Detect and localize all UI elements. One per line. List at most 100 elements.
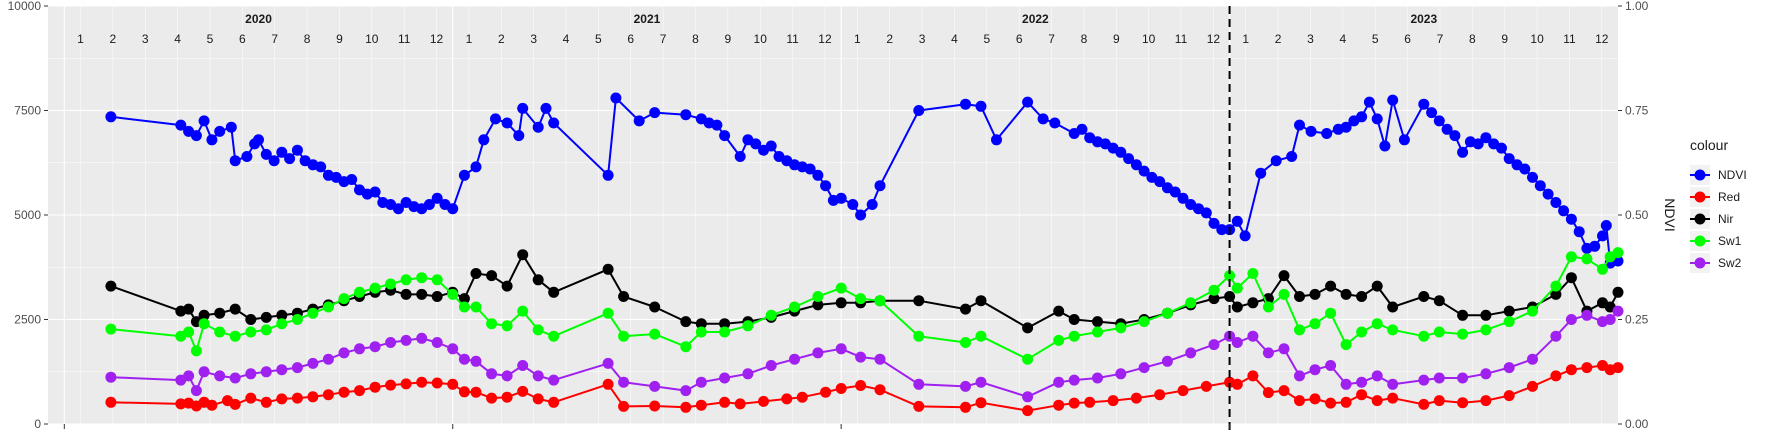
data-point-ndvi	[633, 115, 645, 127]
data-point-sw1	[1278, 288, 1290, 300]
data-point-sw1	[1527, 305, 1538, 317]
data-point-ndvi	[1154, 176, 1166, 188]
data-point-sw2	[695, 376, 707, 388]
data-point-sw2	[1612, 305, 1624, 317]
data-point-sw2	[354, 343, 365, 355]
data-point-nir	[431, 291, 443, 302]
data-point-red	[1503, 390, 1515, 402]
data-point-sw2	[517, 360, 529, 371]
data-point-sw2	[260, 366, 272, 378]
data-point-ndvi	[1472, 138, 1484, 150]
data-point-ndvi	[1600, 220, 1612, 231]
data-point-ndvi	[750, 138, 762, 150]
month-label: 9	[1113, 32, 1120, 46]
data-point-ndvi	[855, 209, 867, 221]
data-point-ndvi	[206, 134, 218, 146]
data-point-sw2	[369, 341, 381, 353]
data-point-ndvi	[190, 130, 202, 142]
data-point-ndvi	[1371, 113, 1383, 125]
data-point-nir	[719, 318, 731, 330]
data-point-sw1	[183, 326, 195, 338]
right-axis-tick-label: 1.00	[1625, 0, 1649, 13]
data-point-sw1	[960, 337, 971, 348]
data-point-red	[532, 393, 544, 405]
data-point-nir	[548, 286, 560, 298]
data-point-nir	[812, 299, 824, 311]
data-point-ndvi	[804, 163, 816, 175]
series-sw2	[105, 305, 1624, 403]
data-point-red	[1340, 396, 1352, 408]
data-point-red	[1154, 389, 1166, 401]
data-point-sw1	[260, 324, 272, 336]
data-point-sw2	[1604, 314, 1616, 325]
data-point-red	[913, 400, 925, 412]
data-point-ndvi	[253, 134, 264, 146]
data-point-sw2	[855, 351, 867, 363]
month-label: 7	[271, 32, 278, 46]
month-label: 7	[1048, 32, 1055, 46]
legend-key-point	[1694, 169, 1706, 181]
data-point-sw1	[1387, 324, 1399, 336]
data-point-nir	[1503, 305, 1515, 317]
data-point-nir	[680, 316, 692, 328]
data-point-sw1	[1340, 339, 1352, 351]
data-point-red	[400, 378, 412, 390]
data-point-red	[447, 378, 459, 390]
data-point-sw2	[1053, 376, 1065, 388]
data-point-sw2	[322, 353, 334, 365]
data-point-sw1	[1597, 263, 1608, 275]
data-point-sw1	[719, 326, 731, 338]
data-point-sw2	[719, 372, 731, 384]
data-point-sw1	[532, 324, 544, 336]
data-point-ndvi	[1115, 146, 1127, 158]
data-point-red	[820, 386, 832, 398]
data-point-ndvi	[268, 155, 280, 167]
data-point-red	[369, 381, 381, 393]
right-axis-tick-label: 0.50	[1625, 208, 1649, 222]
data-point-ndvi	[835, 192, 847, 204]
data-point-sw1	[874, 295, 886, 307]
data-point-sw2	[1278, 343, 1290, 355]
data-point-ndvi	[960, 98, 971, 110]
data-point-sw2	[486, 368, 498, 380]
data-point-sw2	[183, 370, 195, 382]
data-point-nir	[198, 309, 210, 321]
legend-title: colour	[1690, 137, 1728, 153]
month-label: 5	[1372, 32, 1379, 46]
data-point-red	[855, 380, 867, 391]
data-point-nir	[1433, 295, 1445, 307]
data-point-ndvi	[1022, 96, 1034, 108]
month-label: 6	[239, 32, 246, 46]
month-label: 9	[725, 32, 732, 46]
month-label: 7	[1437, 32, 1444, 46]
month-label: 8	[692, 32, 699, 46]
data-point-red	[322, 389, 334, 401]
data-point-sw1	[1022, 353, 1034, 365]
data-point-sw1	[190, 345, 202, 357]
legend-key-point	[1694, 191, 1706, 203]
legend-label: Red	[1718, 190, 1740, 204]
data-point-red	[1068, 397, 1080, 409]
data-point-sw1	[1433, 326, 1445, 338]
data-point-nir	[975, 295, 987, 307]
data-point-red	[649, 400, 661, 412]
data-point-sw2	[245, 368, 257, 380]
data-point-nir	[602, 263, 614, 275]
data-point-ndvi	[1387, 94, 1399, 106]
data-point-sw2	[416, 332, 428, 344]
data-point-sw2	[874, 353, 886, 365]
data-point-sw1	[1612, 247, 1624, 259]
data-point-ndvi	[1565, 213, 1577, 225]
data-point-red	[1356, 389, 1368, 401]
data-point-sw2	[1433, 372, 1445, 384]
data-point-sw1	[1325, 307, 1337, 319]
data-point-ndvi	[1527, 171, 1538, 183]
data-point-nir	[695, 318, 707, 330]
data-point-ndvi	[1426, 107, 1438, 119]
data-point-sw1	[742, 320, 754, 332]
data-point-ndvi	[866, 199, 878, 210]
data-point-sw2	[501, 370, 513, 382]
data-point-sw1	[431, 274, 443, 286]
data-point-red	[1294, 395, 1305, 407]
